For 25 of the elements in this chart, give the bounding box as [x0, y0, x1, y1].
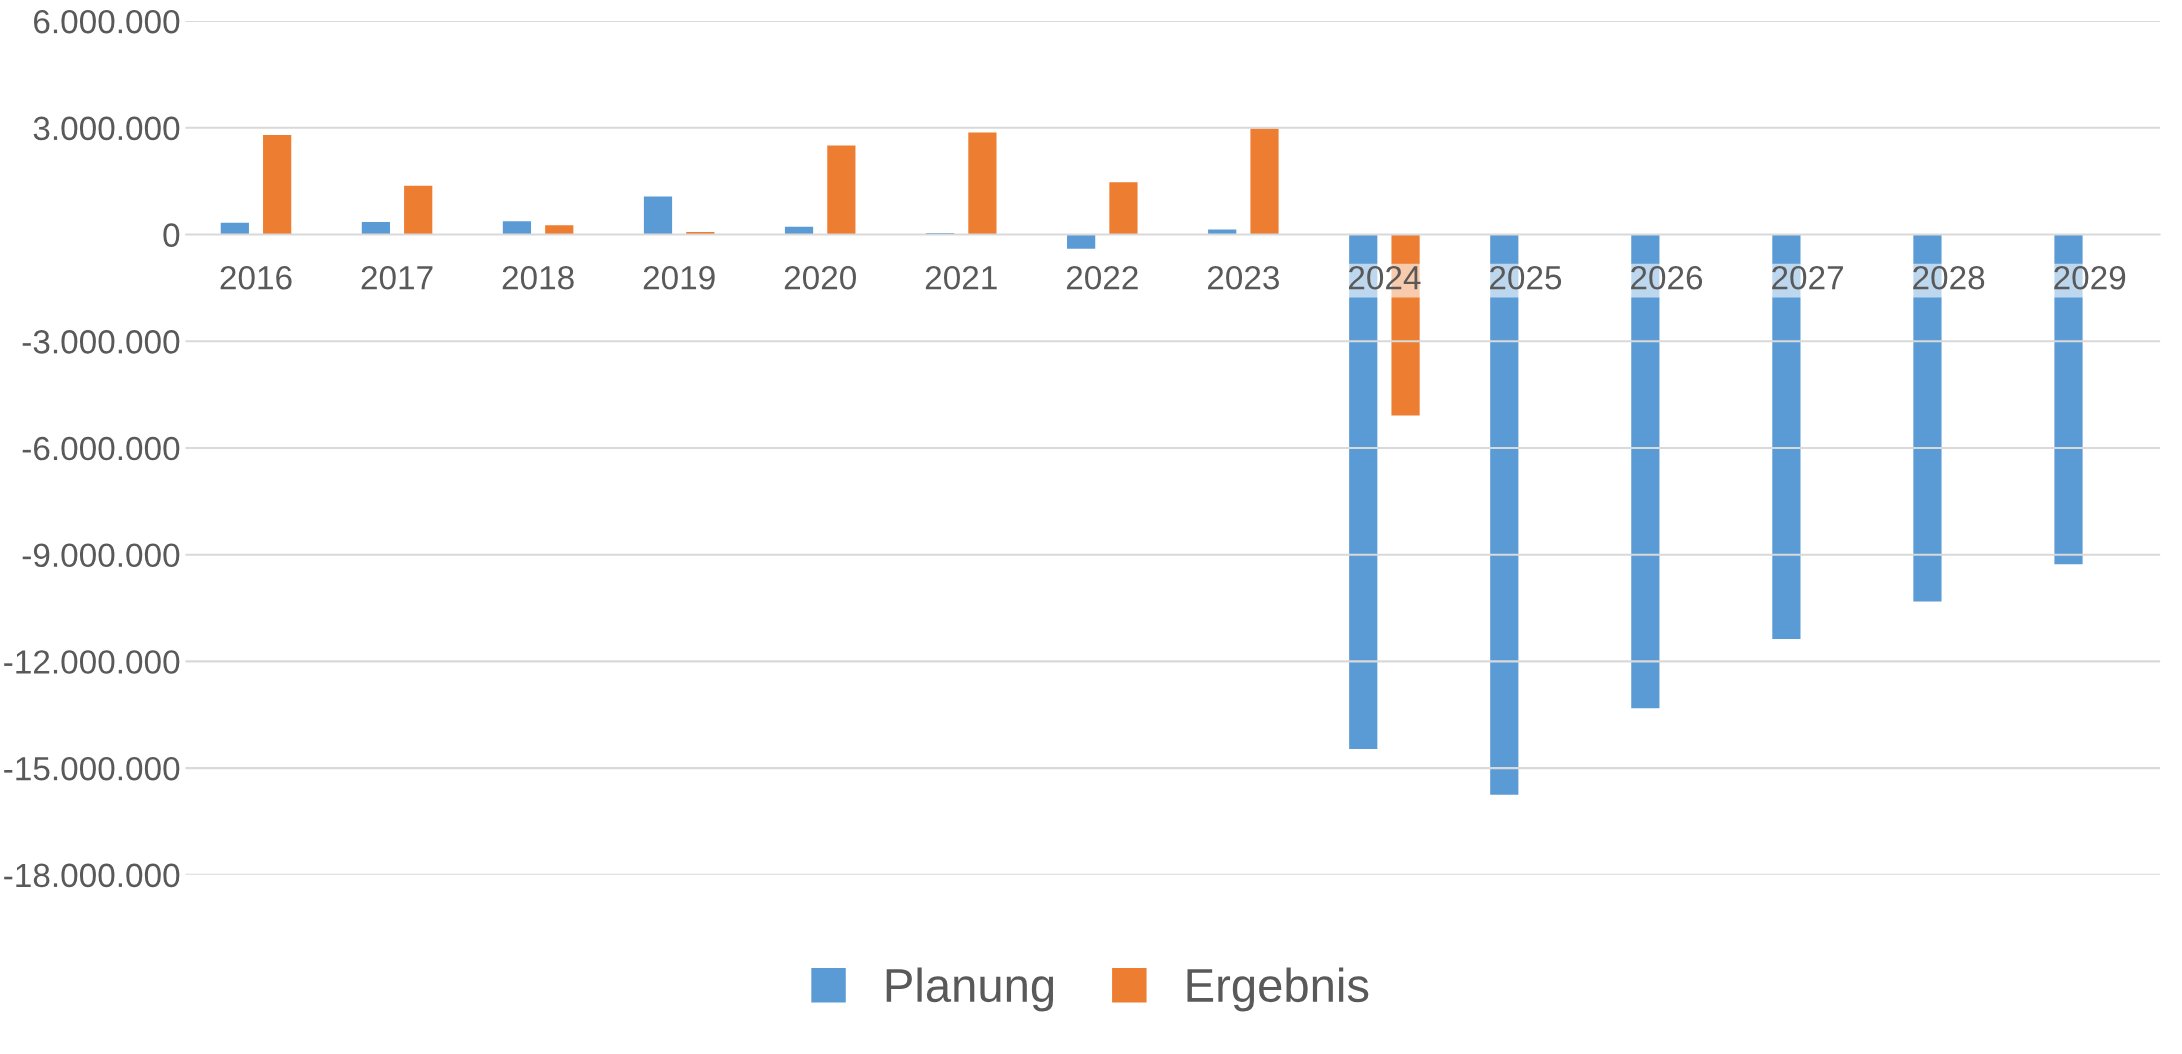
- x-tick-label: 2029: [2054, 265, 2126, 290]
- x-tick-label: 2026: [1631, 265, 1703, 290]
- x-tick-label: 2021: [925, 265, 997, 290]
- y-tick-label: 0: [163, 223, 180, 247]
- y-tick-label: -12.000.000: [4, 650, 180, 674]
- y-tick-label: -6.000.000: [22, 436, 180, 461]
- x-tick-label: 2027: [1772, 265, 1843, 290]
- legend-label: Planung: [886, 967, 1054, 1012]
- x-tick-label: 2023: [1207, 265, 1279, 290]
- x-tick-label: 2025: [1490, 265, 1562, 290]
- y-tick-label: -3.000.000: [22, 330, 180, 354]
- x-tick-label: 2020: [784, 265, 856, 290]
- x-tick-label: 2019: [643, 265, 715, 290]
- x-tick-label: 2024: [1349, 265, 1421, 290]
- y-tick-label: 6.000.000: [34, 9, 180, 34]
- x-tick-label: 2016: [220, 265, 292, 290]
- x-tick-label: 2028: [1913, 265, 1985, 290]
- x-tick-label: 2017: [361, 265, 433, 290]
- x-tick-label: 2018: [502, 265, 574, 290]
- y-tick-label: 3.000.000: [33, 116, 180, 141]
- legend-label: Ergebnis: [1187, 967, 1369, 1012]
- y-tick-label: -9.000.000: [22, 543, 180, 568]
- y-tick-label: -15.000.000: [4, 756, 180, 781]
- x-tick-label: 2022: [1066, 265, 1138, 290]
- y-tick-label: -18.000.000: [4, 863, 180, 888]
